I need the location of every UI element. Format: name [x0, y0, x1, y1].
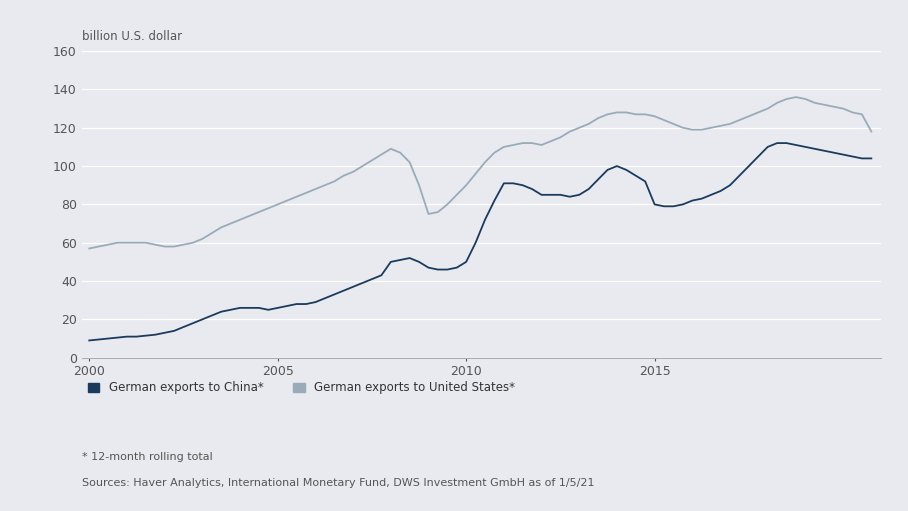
Legend: German exports to China*, German exports to United States*: German exports to China*, German exports… — [88, 382, 516, 394]
Text: Sources: Haver Analytics, International Monetary Fund, DWS Investment GmbH as of: Sources: Haver Analytics, International … — [82, 478, 594, 488]
Text: billion U.S. dollar: billion U.S. dollar — [82, 31, 182, 43]
Text: * 12-month rolling total: * 12-month rolling total — [82, 452, 212, 462]
